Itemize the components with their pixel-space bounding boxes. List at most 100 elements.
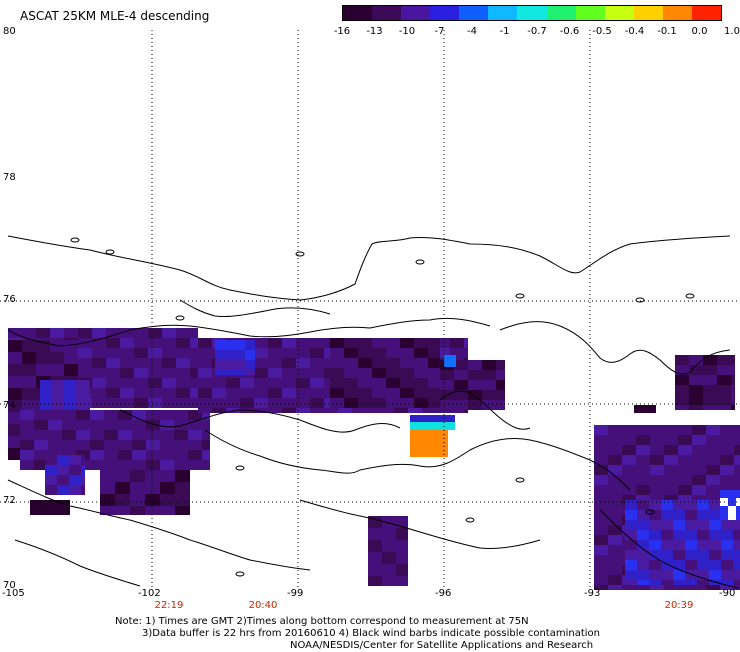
map-title: ASCAT 25KM MLE-4 descending xyxy=(20,9,210,23)
data-cell xyxy=(636,475,650,485)
data-cell xyxy=(160,410,174,420)
data-cell xyxy=(198,378,212,388)
color-scale-labels: -16 -13 -10 -7 -4 -1 -0.7 -0.6 -0.5 -0.4 -0.1 0.0 1.… xyxy=(330,26,740,38)
data-cell xyxy=(132,450,146,460)
data-cell xyxy=(145,494,160,506)
data-cell xyxy=(90,460,104,470)
island-outline xyxy=(415,259,425,265)
data-cell xyxy=(76,400,88,410)
data-cell xyxy=(661,560,673,570)
data-cell xyxy=(637,580,649,585)
data-cell xyxy=(174,440,188,450)
data-cell xyxy=(254,368,268,378)
data-cell xyxy=(396,540,408,552)
data-cell xyxy=(146,440,160,450)
coastline xyxy=(439,390,531,430)
data-cell xyxy=(45,465,57,475)
data-cell xyxy=(330,338,344,348)
data-cell xyxy=(58,508,70,515)
data-cell xyxy=(148,328,162,338)
data-cell xyxy=(440,380,454,390)
data-cell xyxy=(8,352,22,364)
data-cell xyxy=(225,360,235,370)
data-cell xyxy=(20,460,34,470)
data-cell xyxy=(625,570,637,580)
data-cell xyxy=(64,340,78,352)
data-cell xyxy=(717,375,731,385)
data-cell xyxy=(720,490,728,498)
data-cell xyxy=(344,358,358,368)
data-cell xyxy=(48,410,62,420)
data-cell xyxy=(717,385,731,395)
data-cell xyxy=(344,378,358,388)
data-cell xyxy=(162,348,176,358)
island-outline xyxy=(645,509,655,515)
data-cell xyxy=(692,485,706,495)
data-cell xyxy=(310,368,324,378)
data-cell xyxy=(104,430,118,440)
color-scale-segment xyxy=(662,6,692,20)
data-cell xyxy=(637,560,649,570)
data-cell xyxy=(90,440,104,450)
data-cell xyxy=(145,470,160,482)
data-cell xyxy=(637,570,649,580)
data-cell xyxy=(608,585,622,590)
data-cell xyxy=(678,585,692,590)
data-cell xyxy=(733,580,740,585)
data-cell xyxy=(608,495,622,505)
data-cell xyxy=(90,430,104,440)
data-cell xyxy=(296,338,310,348)
data-cell xyxy=(703,385,717,395)
data-cell xyxy=(44,500,58,508)
data-cell xyxy=(368,552,382,564)
data-cell xyxy=(57,455,69,465)
data-cell xyxy=(162,368,176,378)
color-scale-tick-label: -4 xyxy=(467,26,477,37)
data-cell xyxy=(594,535,608,545)
data-cell xyxy=(594,505,608,515)
data-cell xyxy=(146,430,160,440)
data-cell xyxy=(733,540,740,550)
data-cell xyxy=(636,455,650,465)
data-cell xyxy=(410,422,455,430)
data-cell xyxy=(720,514,728,520)
data-cell xyxy=(482,380,496,390)
data-cell xyxy=(414,348,428,358)
data-cell xyxy=(57,475,69,485)
data-cell xyxy=(160,470,175,482)
data-cell xyxy=(120,388,134,398)
coastline xyxy=(119,409,401,433)
data-cell xyxy=(254,408,268,413)
data-cell xyxy=(400,348,414,358)
data-cell xyxy=(132,430,146,440)
data-cell xyxy=(721,540,733,550)
data-cell xyxy=(254,388,268,398)
data-cell xyxy=(175,470,190,482)
island-outline xyxy=(465,517,475,523)
data-cell xyxy=(50,364,64,376)
data-cell xyxy=(104,410,118,420)
data-cell xyxy=(8,376,22,388)
island-outline xyxy=(70,237,80,243)
data-cell xyxy=(400,388,414,398)
data-cell xyxy=(22,400,36,412)
data-cell xyxy=(36,352,50,364)
data-cell xyxy=(675,375,689,385)
data-cell xyxy=(8,364,22,376)
lon-label-105: -105 xyxy=(2,588,25,599)
data-cell xyxy=(92,368,106,378)
data-cell xyxy=(330,398,344,408)
data-cell xyxy=(703,375,717,385)
data-cell xyxy=(282,388,296,398)
color-scale-segment xyxy=(459,6,489,20)
data-cell xyxy=(62,420,76,430)
data-cell xyxy=(190,358,198,368)
data-cell xyxy=(202,450,210,460)
data-cell xyxy=(120,398,134,408)
lat-lon-grid xyxy=(0,30,740,590)
data-cell xyxy=(352,408,366,413)
data-cell xyxy=(661,550,673,560)
data-cell xyxy=(721,550,733,560)
data-cell xyxy=(678,485,692,495)
data-cell xyxy=(382,552,396,564)
